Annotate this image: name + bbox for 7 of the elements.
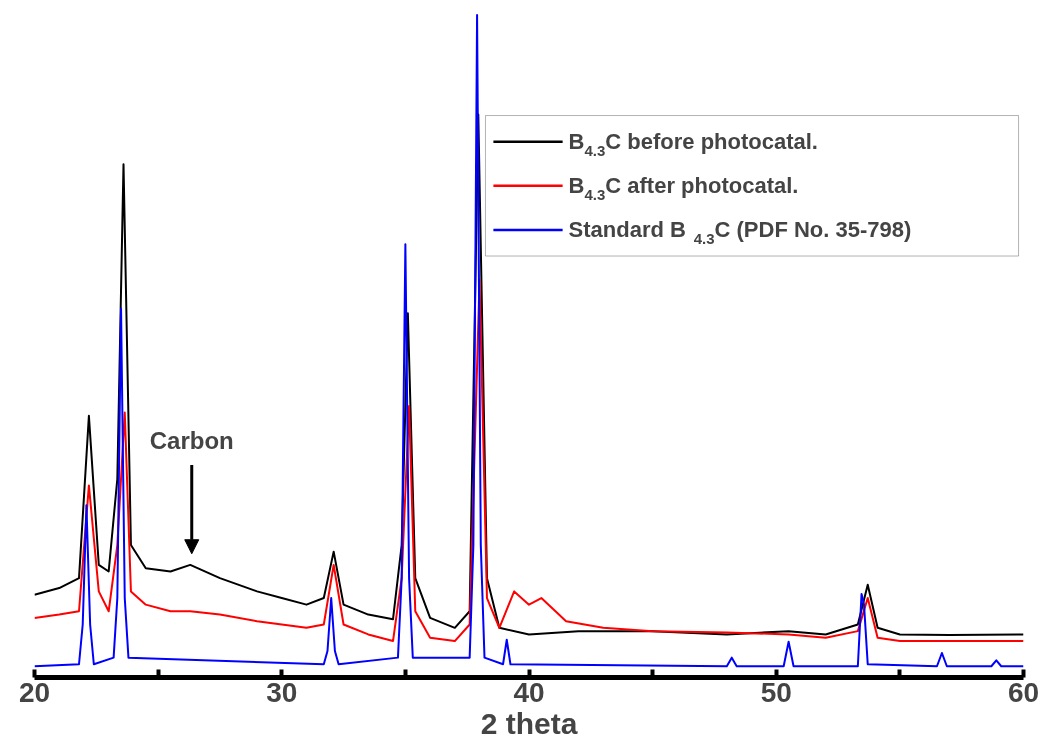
x-tick-label: 30 xyxy=(266,676,298,708)
x-tick-label: 60 xyxy=(1007,676,1040,708)
annotation: Carbon xyxy=(149,427,234,455)
x-axis-title: 2 theta xyxy=(480,706,578,740)
x-tick-label: 20 xyxy=(18,676,51,708)
x-tick-label: 50 xyxy=(760,676,792,708)
x-tick-label: 40 xyxy=(513,676,545,708)
